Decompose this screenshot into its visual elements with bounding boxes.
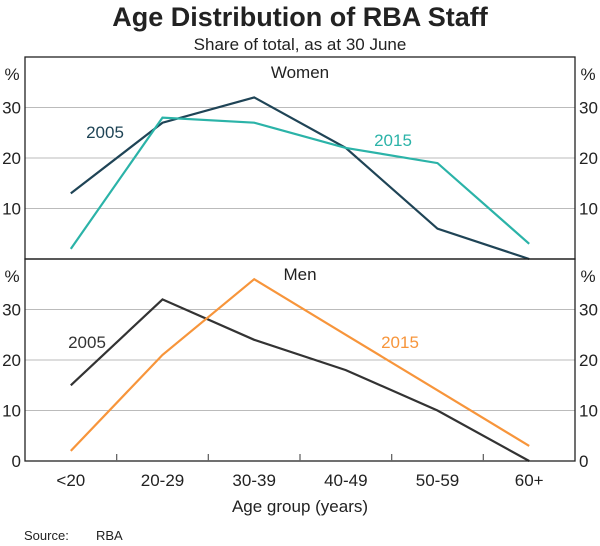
y-tick-right: 30 <box>579 301 598 320</box>
y-tick-right: 20 <box>579 351 598 370</box>
chart-title: Age Distribution of RBA Staff <box>112 2 488 32</box>
y-tick-right: 10 <box>579 200 598 219</box>
panel-men: Men% % 0 0 10 10 20 20 30 30 2005 2015 <box>2 258 598 471</box>
source-label: Source: <box>24 528 69 543</box>
y-tick-left: 10 <box>2 200 21 219</box>
chart-subtitle: Share of total, as at 30 June <box>194 35 407 54</box>
y-unit-left: % <box>4 65 19 84</box>
series-label: 2015 <box>374 131 412 150</box>
panels: Women% % 10 10 20 20 30 30 2005 2015 Men% % 0 0 10 10 20… <box>2 56 598 490</box>
y-tick-right: 0 <box>579 452 588 471</box>
x-tick-label: 50-59 <box>416 471 459 490</box>
series-label: 2005 <box>68 333 106 352</box>
panel-title: Men <box>283 265 316 284</box>
y-tick-left: 20 <box>2 149 21 168</box>
x-tick-label: 40-49 <box>324 471 367 490</box>
y-tick-left: 30 <box>2 301 21 320</box>
y-tick-left: 20 <box>2 351 21 370</box>
x-tick-label: 20-29 <box>141 471 184 490</box>
x-tick-label: <20 <box>56 471 85 490</box>
y-unit-right: % <box>580 267 595 286</box>
series-line-men-2005 <box>70 298 530 462</box>
panel-title: Women <box>271 63 329 82</box>
y-tick-right: 20 <box>579 149 598 168</box>
x-axis-label: Age group (years) <box>232 497 368 516</box>
x-tick-label: 30-39 <box>232 471 275 490</box>
x-tick-label: 60+ <box>515 471 544 490</box>
series-label: 2005 <box>86 123 124 142</box>
source-value: RBA <box>96 528 123 543</box>
series-line-men-2015 <box>70 277 530 452</box>
y-unit-right: % <box>580 65 595 84</box>
panel-women: Women% % 10 10 20 20 30 30 2005 2015 <box>2 56 598 261</box>
y-tick-right: 30 <box>579 99 598 118</box>
series-label: 2015 <box>381 333 419 352</box>
y-tick-right: 10 <box>579 402 598 421</box>
y-tick-left: 10 <box>2 402 21 421</box>
series-line-women-2015 <box>69 116 530 250</box>
y-unit-left: % <box>4 267 19 286</box>
y-tick-left: 30 <box>2 99 21 118</box>
y-tick-left: 0 <box>12 452 21 471</box>
series-line-women-2005 <box>70 96 530 261</box>
